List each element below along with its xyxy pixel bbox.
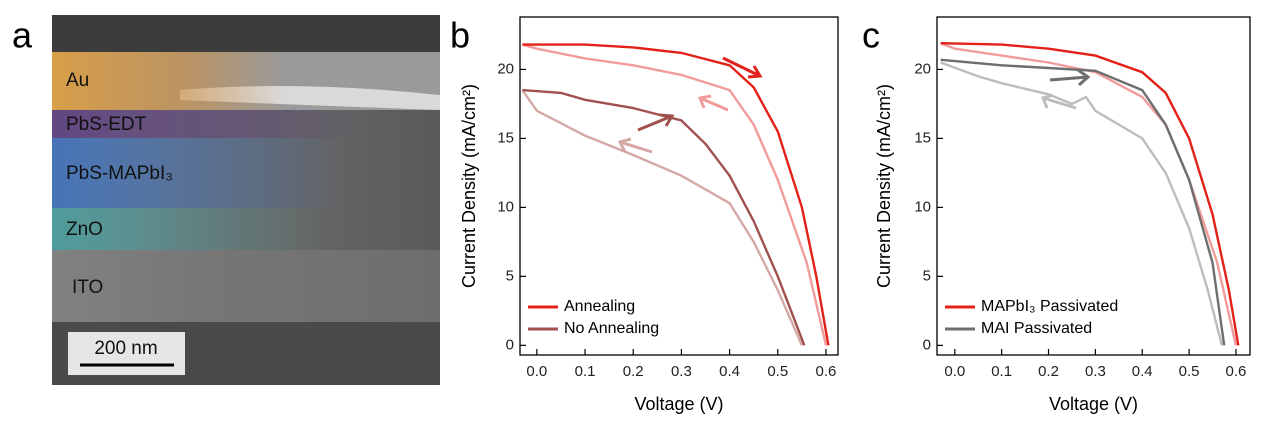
x-tick-label: 0.0 <box>526 363 547 380</box>
curve <box>940 42 1238 346</box>
x-tick-label: 0.6 <box>816 363 837 380</box>
curve <box>940 58 1226 346</box>
curve <box>940 61 1224 346</box>
panel-label: c <box>862 15 880 56</box>
y-tick-label: 15 <box>497 129 514 146</box>
y-axis-label: Current Density (mA/cm²) <box>874 84 894 288</box>
y-tick-label: 0 <box>923 336 931 353</box>
x-tick-label: 0.2 <box>1038 363 1059 380</box>
layer-label: ITO <box>72 277 103 298</box>
x-tick-label: 0.6 <box>1226 363 1247 380</box>
curve <box>940 42 1240 346</box>
layer-label: Au <box>66 70 89 91</box>
x-axis-label: Voltage (V) <box>634 394 723 414</box>
layer-label: PbS-MAPbI₃ <box>66 163 173 184</box>
y-axis-label: Current Density (mA/cm²) <box>459 84 479 288</box>
x-tick-label: 0.4 <box>1132 363 1153 380</box>
y-tick-label: 20 <box>914 60 931 77</box>
y-tick-label: 10 <box>497 198 514 215</box>
legend-label: MAPbI₃ Passivated <box>981 298 1118 315</box>
scale-bar-label: 200 nm <box>94 338 157 359</box>
plot-frame <box>936 16 1251 356</box>
y-tick-label: 15 <box>914 129 931 146</box>
curve <box>522 43 828 346</box>
panel-label: b <box>450 15 470 56</box>
x-tick-label: 0.0 <box>944 363 965 380</box>
layer-label: PbS-EDT <box>66 114 147 135</box>
x-tick-label: 0.5 <box>767 363 788 380</box>
arrows <box>617 56 1091 154</box>
y-tick-label: 5 <box>506 267 514 284</box>
panel-label: a <box>12 15 33 56</box>
legend-label: Annealing <box>564 298 635 315</box>
x-tick-label: 0.3 <box>671 363 692 380</box>
x-tick-label: 0.2 <box>623 363 644 380</box>
curve <box>522 43 830 346</box>
y-tick-label: 20 <box>497 60 514 77</box>
x-tick-label: 0.4 <box>719 363 740 380</box>
x-tick-label: 0.3 <box>1085 363 1106 380</box>
legend-label: No Annealing <box>564 320 659 337</box>
curve <box>522 88 806 346</box>
y-tick-label: 10 <box>914 198 931 215</box>
x-tick-label: 0.1 <box>991 363 1012 380</box>
curve <box>521 89 803 346</box>
x-tick-label: 0.1 <box>575 363 596 380</box>
x-tick-label: 0.5 <box>1179 363 1200 380</box>
plot-frame <box>519 16 839 356</box>
sem-image <box>52 15 440 385</box>
legend-label: MAI Passivated <box>981 320 1092 337</box>
x-axis-label: Voltage (V) <box>1049 394 1138 414</box>
y-tick-label: 0 <box>506 336 514 353</box>
layer-label: ZnO <box>66 219 103 240</box>
y-tick-label: 5 <box>923 267 931 284</box>
